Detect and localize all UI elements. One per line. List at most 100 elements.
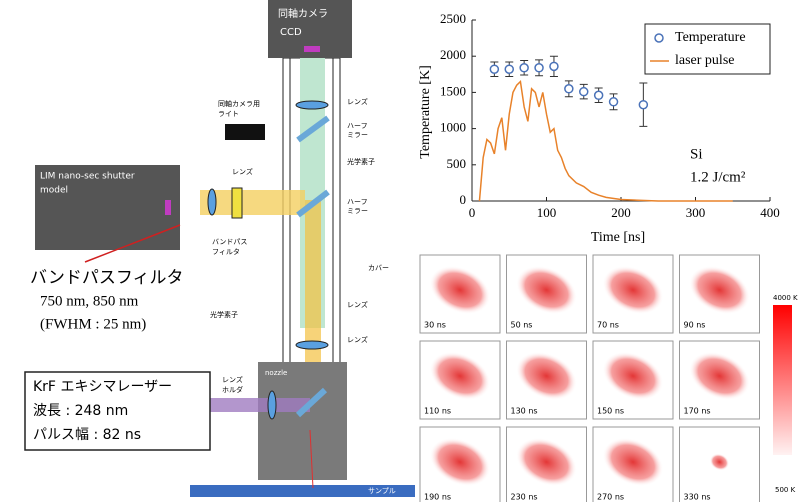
label: ハーフ xyxy=(347,198,368,206)
heat-spot xyxy=(516,351,577,401)
filter-note: バンドパスフィルタ xyxy=(30,268,184,288)
colorbar-label: 4000 K xyxy=(773,294,798,302)
label: ハーフ xyxy=(347,122,368,130)
light xyxy=(225,124,265,140)
point xyxy=(564,84,574,94)
x-tick-label: 100 xyxy=(537,205,557,220)
label: ミラー xyxy=(347,131,368,139)
x-tick-label: 200 xyxy=(611,205,631,220)
lens xyxy=(207,188,217,216)
label: レンズ xyxy=(347,97,368,106)
legend-box xyxy=(644,23,771,75)
label: サンプル xyxy=(368,487,396,495)
heat-spot xyxy=(602,265,664,315)
half-mirror xyxy=(296,189,330,218)
lens xyxy=(267,390,277,420)
pointer xyxy=(84,224,181,263)
point xyxy=(549,61,559,72)
y-tick-label: 2500 xyxy=(440,11,466,26)
label: CCD xyxy=(280,27,302,38)
label: model xyxy=(40,186,68,196)
y-tick-label: 1500 xyxy=(440,83,466,98)
sample xyxy=(190,485,415,497)
y-tick-label: 0 xyxy=(460,192,467,207)
y-tick-label: 2000 xyxy=(440,47,466,62)
label: 同軸カメラ xyxy=(278,7,328,20)
colorbar-label: 500 K xyxy=(775,486,796,494)
annotation: Si xyxy=(690,146,703,162)
frame-label: 130 ns xyxy=(511,407,538,416)
point xyxy=(534,63,544,73)
chart: Time [ns] Temperature [K] Si 1.2 J/cm² 0… xyxy=(418,11,780,245)
sensor xyxy=(165,200,171,215)
point xyxy=(519,63,529,73)
point xyxy=(504,64,514,74)
frame-label: 110 ns xyxy=(424,407,451,416)
label: レンズ xyxy=(347,300,368,309)
colorbar xyxy=(773,305,792,455)
x-tick-label: 0 xyxy=(469,205,476,220)
label: nozzle xyxy=(265,369,287,377)
setup-diagram: 同軸カメラ CCD 同軸カメラ用 ライト LIM nano-sec shutte… xyxy=(24,0,415,497)
heat-spot xyxy=(516,437,577,487)
heat-spot xyxy=(689,351,750,401)
frame-label: 150 ns xyxy=(597,407,624,416)
legend-swatch xyxy=(654,33,664,43)
lens xyxy=(295,340,329,350)
label: ホルダ xyxy=(222,385,243,394)
label: ライト xyxy=(218,110,239,118)
frame-label: 230 ns xyxy=(511,493,538,502)
frame-label: 30 ns xyxy=(424,321,446,330)
legend-label: laser pulse xyxy=(675,53,734,68)
label: レンズ xyxy=(347,335,368,344)
laser-text: パルス幅 : 82 ns xyxy=(33,427,141,443)
laser-text: 波長 : 248 nm xyxy=(33,403,128,419)
frame-label: 90 ns xyxy=(684,321,706,330)
frame-label: 190 ns xyxy=(424,493,451,502)
laser-beam xyxy=(190,398,310,412)
heat-spot xyxy=(602,351,664,401)
frame-label: 270 ns xyxy=(597,493,624,502)
lim-box xyxy=(35,165,180,250)
point xyxy=(608,97,619,107)
label: 同軸カメラ用 xyxy=(218,99,260,108)
laser-spot xyxy=(309,429,314,489)
label: カバー xyxy=(368,264,389,272)
label: バンドパス xyxy=(212,238,247,246)
lens xyxy=(295,100,329,110)
label: 光学素子 xyxy=(210,310,238,319)
filter-note: (FWHM : 25 nm) xyxy=(40,316,146,332)
frame-label: 50 ns xyxy=(511,321,533,330)
heat-spot xyxy=(709,453,730,471)
y-tick-label: 1000 xyxy=(440,120,466,135)
frame-label: 70 ns xyxy=(597,321,619,330)
yellow-beam xyxy=(200,190,305,215)
filter-note: 750 nm, 850 nm xyxy=(40,293,139,309)
legend-label: Temperature xyxy=(675,30,746,45)
heat-spot xyxy=(429,265,491,315)
x-tick-label: 300 xyxy=(686,205,706,220)
frame-label: 170 ns xyxy=(684,407,711,416)
laser-text: KrF エキシマレーザー xyxy=(33,379,172,395)
filter xyxy=(231,187,243,219)
heat-spot xyxy=(602,437,664,487)
y-tick-label: 500 xyxy=(447,156,467,171)
x-tick-label: 400 xyxy=(760,205,780,220)
sensor xyxy=(304,46,320,52)
point xyxy=(638,99,649,110)
frame-label: 330 ns xyxy=(684,493,711,502)
heat-spot xyxy=(516,265,577,315)
point xyxy=(489,64,500,74)
label: LIM nano-sec shutter xyxy=(40,172,135,182)
label: フィルタ xyxy=(212,247,240,256)
line xyxy=(478,79,733,202)
nozzle-box xyxy=(258,362,347,480)
label: レンズ xyxy=(222,375,243,384)
heat-spot xyxy=(689,265,750,315)
annotation: 1.2 J/cm² xyxy=(690,169,746,185)
label: レンズ xyxy=(232,167,253,176)
x-axis-label: Time [ns] xyxy=(591,230,645,245)
laser-box xyxy=(24,371,211,451)
point xyxy=(579,86,589,97)
